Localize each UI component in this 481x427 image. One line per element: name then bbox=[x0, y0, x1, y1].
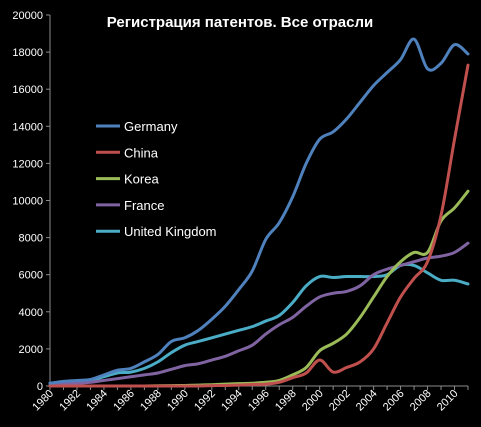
y-tick-label: 2000 bbox=[19, 344, 43, 356]
series-layer bbox=[48, 37, 470, 388]
y-tick-label: 16000 bbox=[12, 84, 43, 96]
y-tick-label: 8000 bbox=[19, 233, 43, 245]
y-tick-label: 14000 bbox=[12, 121, 43, 133]
y-tick-label: 10000 bbox=[12, 196, 43, 208]
y-tick-label: 6000 bbox=[19, 270, 43, 282]
y-tick-label: 4000 bbox=[19, 307, 43, 319]
legend-label-china: China bbox=[124, 145, 159, 160]
y-tick-label: 20000 bbox=[12, 10, 43, 22]
series-line-france bbox=[48, 241, 470, 386]
legend-label-germany: Germany bbox=[124, 119, 178, 134]
y-tick-label: 12000 bbox=[12, 158, 43, 170]
y-tick-label: 18000 bbox=[12, 47, 43, 59]
legend-label-korea: Korea bbox=[124, 172, 159, 187]
legend-label-united-kingdom: United Kingdom bbox=[124, 224, 217, 239]
legend-label-france: France bbox=[124, 198, 164, 213]
legend: Germany China Korea France United Kingdom bbox=[96, 119, 217, 239]
chart-title: Регистрация патентов. Все отрасли bbox=[107, 14, 373, 31]
y-tick-label: 0 bbox=[37, 381, 43, 393]
series-line-germany bbox=[48, 37, 470, 385]
series-line-china bbox=[48, 63, 470, 388]
